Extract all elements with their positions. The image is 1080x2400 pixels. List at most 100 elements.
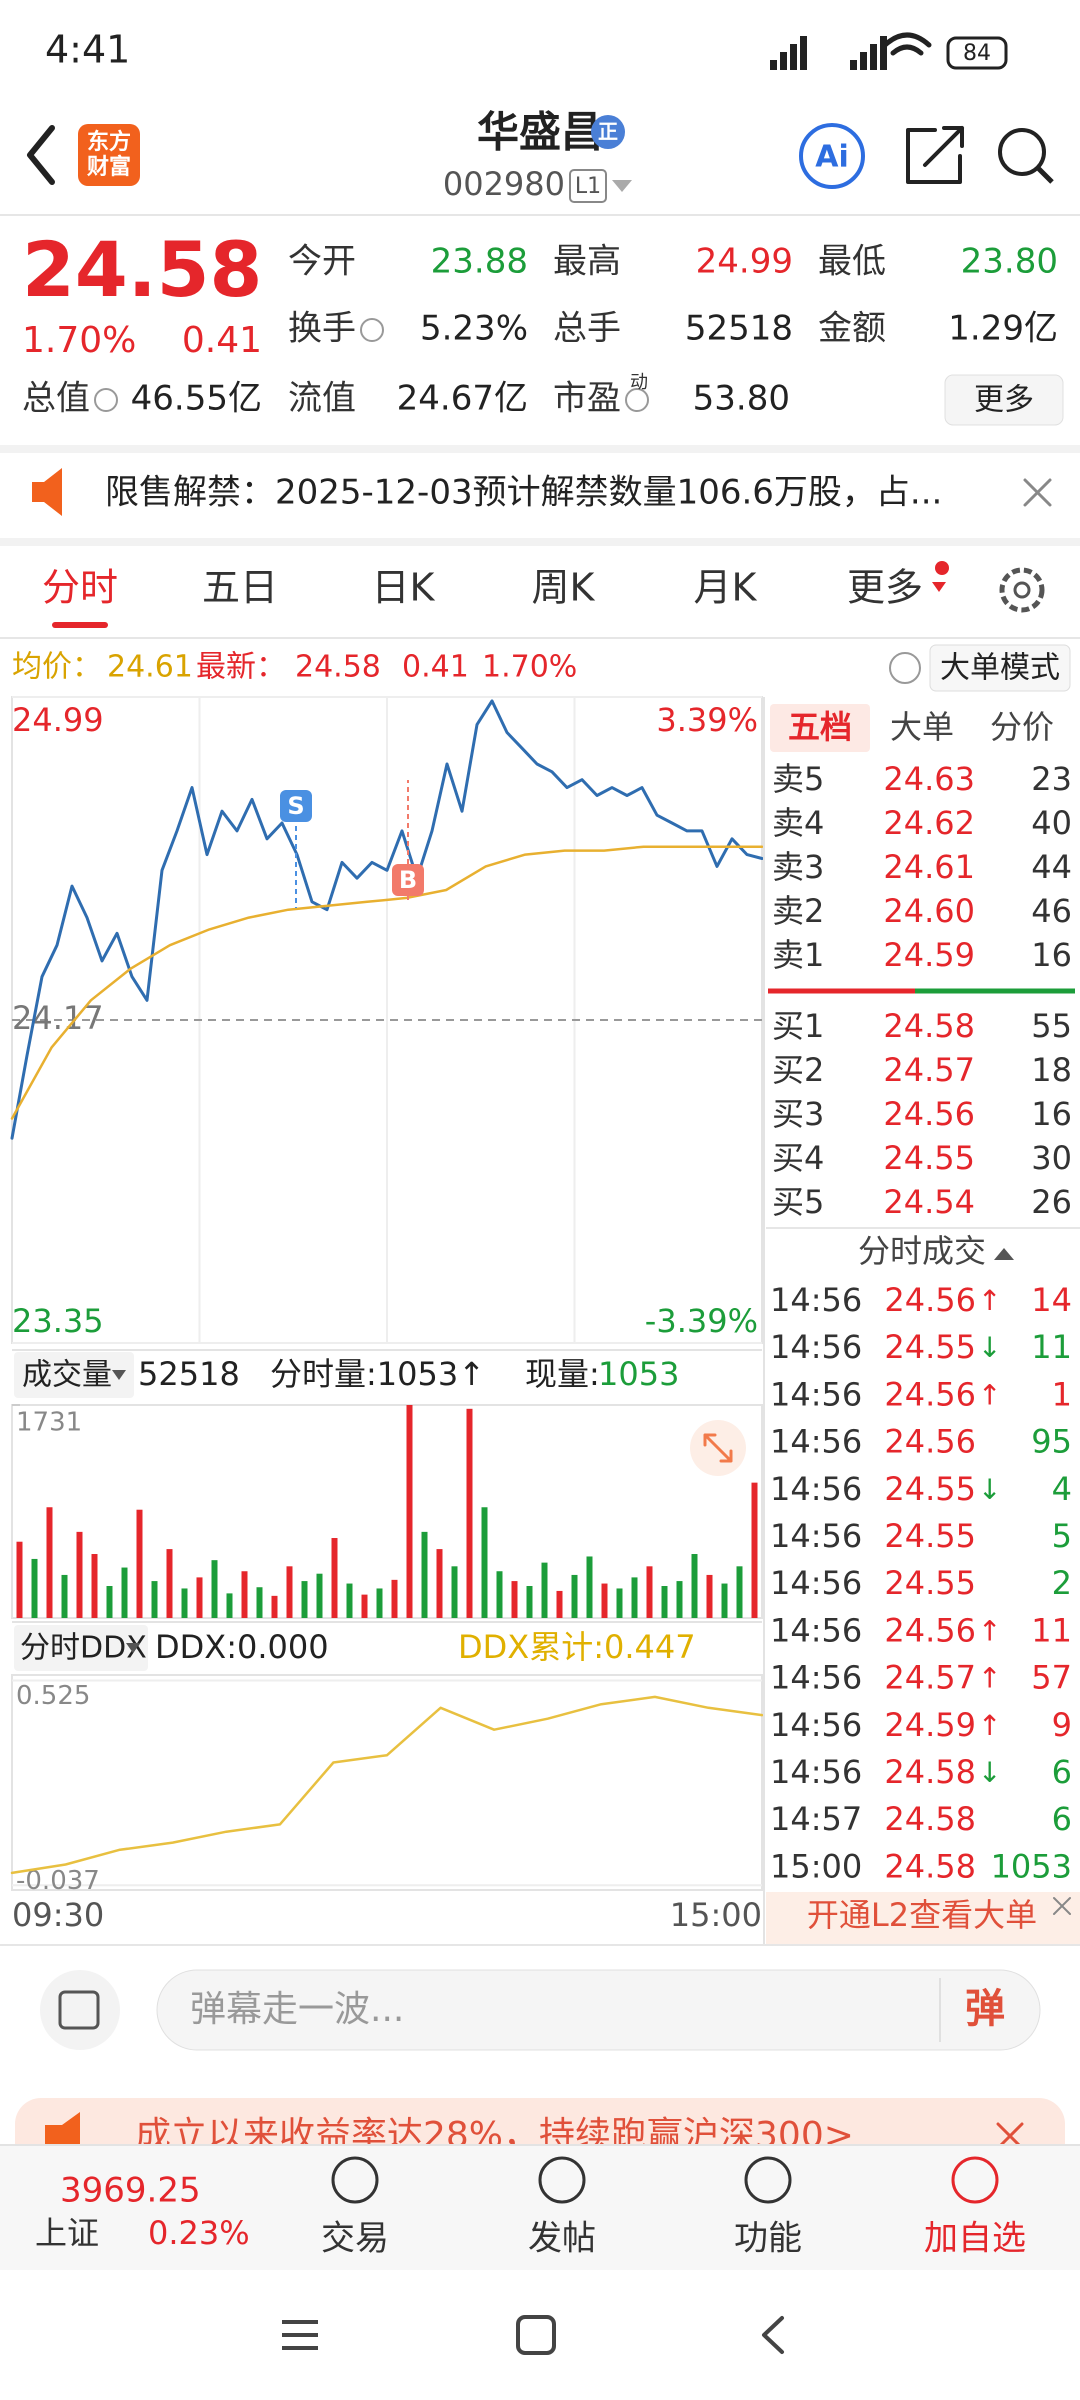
vol-select[interactable] bbox=[14, 1352, 134, 1398]
nav-label[interactable]: 加自选 bbox=[924, 2219, 1026, 2259]
book-label: 买2 bbox=[772, 1051, 824, 1089]
more-button[interactable] bbox=[944, 374, 1064, 426]
signal-bar bbox=[860, 52, 867, 70]
field-value: 52518 bbox=[685, 309, 793, 349]
book-price: 24.63 bbox=[883, 760, 975, 798]
volume-bar bbox=[676, 1581, 683, 1618]
volume-bar bbox=[556, 1590, 563, 1618]
volume-bar bbox=[346, 1583, 353, 1618]
index-pct[interactable]: 0.23% bbox=[148, 2214, 250, 2252]
comment-icon[interactable] bbox=[40, 1970, 120, 2050]
trade-time: 14:56 bbox=[770, 1281, 862, 1319]
tab[interactable]: 月K bbox=[694, 566, 758, 610]
dropdown bbox=[112, 1370, 126, 1380]
tab[interactable]: 分时 bbox=[42, 566, 118, 610]
trade-price: 24.56 bbox=[884, 1611, 976, 1649]
volume-bar bbox=[736, 1566, 743, 1618]
volume-bar bbox=[421, 1531, 428, 1618]
field-label: 最高 bbox=[553, 242, 621, 282]
volume-bar bbox=[496, 1571, 503, 1618]
book-price: 24.59 bbox=[883, 936, 975, 974]
comment-input[interactable] bbox=[156, 1969, 1041, 2051]
volume-bar bbox=[61, 1574, 68, 1618]
volume-bar bbox=[256, 1587, 263, 1618]
field-value: 24.99 bbox=[696, 242, 793, 282]
minute-vol: 分时量:1053↑ bbox=[270, 1355, 485, 1393]
dropdown bbox=[126, 1643, 140, 1653]
stock-name: 华盛昌 bbox=[477, 108, 603, 157]
ddx-select[interactable] bbox=[14, 1625, 148, 1671]
share-button[interactable] bbox=[906, 126, 964, 184]
tab[interactable]: 五日 bbox=[202, 566, 278, 610]
signal-bar bbox=[850, 60, 857, 70]
trades-title: 分时成交 bbox=[858, 1232, 986, 1270]
mode-button[interactable] bbox=[929, 644, 1071, 692]
field-label: 市盈 bbox=[553, 379, 621, 419]
mode-text[interactable]: 大单模式 bbox=[940, 651, 1060, 686]
more-text[interactable]: 更多 bbox=[974, 383, 1034, 418]
ai-button[interactable] bbox=[799, 123, 865, 189]
tab[interactable]: 周K bbox=[532, 566, 596, 610]
cur-vol: 1053 bbox=[598, 1355, 679, 1393]
book-price: 24.54 bbox=[883, 1183, 975, 1221]
trade-price: 24.55 bbox=[884, 1328, 976, 1366]
volume-bar bbox=[46, 1507, 53, 1618]
last-price: 24.58 bbox=[22, 225, 262, 314]
book-label: 卖3 bbox=[772, 848, 824, 886]
trade-time: 15:00 bbox=[770, 1847, 862, 1885]
close-notice[interactable] bbox=[1023, 478, 1052, 507]
trade-vol: 5 bbox=[1052, 1517, 1072, 1555]
book-tab[interactable]: 五档 bbox=[788, 708, 852, 746]
field-label: 换手 bbox=[288, 309, 356, 349]
book-tab[interactable]: 大单 bbox=[890, 708, 954, 746]
y-tick-label: 1731 bbox=[16, 1408, 82, 1438]
book-label: 卖1 bbox=[772, 936, 824, 974]
marker-box bbox=[280, 790, 312, 822]
volume-bar bbox=[616, 1588, 623, 1618]
home-button[interactable] bbox=[516, 2315, 556, 2355]
tab-active bbox=[770, 704, 870, 752]
comment-placeholder[interactable]: 弹幕走一波... bbox=[190, 1989, 404, 2030]
trade-vol: 4 bbox=[1052, 1470, 1072, 1508]
ddx-title[interactable]: 分时DDX bbox=[20, 1631, 147, 1666]
back-nav[interactable] bbox=[762, 2316, 784, 2354]
last-value: 24.58 bbox=[295, 650, 381, 685]
tab[interactable]: 日K bbox=[372, 566, 436, 610]
tab-underline bbox=[52, 622, 108, 628]
field-value: 23.88 bbox=[431, 242, 528, 282]
l2-text[interactable]: 开通L2查看大单 bbox=[807, 1896, 1037, 1934]
settings-core bbox=[1013, 581, 1031, 599]
vol-title[interactable]: 成交量 bbox=[22, 1358, 112, 1393]
index-value[interactable]: 3969.25 bbox=[60, 2171, 201, 2211]
volume-bar bbox=[526, 1586, 533, 1618]
trade-price: 24.59 bbox=[884, 1706, 976, 1744]
danmaku-button[interactable]: 弹 bbox=[965, 1986, 1005, 2032]
book-vol: 40 bbox=[1031, 804, 1072, 842]
trade-time: 14:56 bbox=[770, 1423, 862, 1461]
marker-box bbox=[392, 864, 424, 896]
trade-vol: 1053 bbox=[991, 1847, 1072, 1885]
settings-button[interactable] bbox=[999, 567, 1045, 613]
y-max: 24.99 bbox=[12, 701, 104, 739]
trade-vol: 6 bbox=[1052, 1753, 1072, 1791]
search-button[interactable] bbox=[998, 128, 1046, 176]
book-tab[interactable]: 分价 bbox=[990, 708, 1054, 746]
index-name[interactable]: 上证 bbox=[35, 2214, 99, 2252]
cur-label: 现量: bbox=[525, 1355, 600, 1393]
trade-time: 14:56 bbox=[770, 1564, 862, 1602]
ai-text[interactable]: Ai bbox=[815, 140, 849, 175]
tab[interactable]: 更多 bbox=[847, 566, 923, 610]
nav-label[interactable]: 发帖 bbox=[528, 2219, 596, 2259]
trade-arrow: ↑ bbox=[978, 1709, 1001, 1742]
book-price: 24.58 bbox=[883, 1007, 975, 1045]
trade-price: 24.56 bbox=[884, 1281, 976, 1319]
badge-text: 正 bbox=[598, 120, 618, 144]
l2-box[interactable] bbox=[766, 1892, 1080, 1944]
back-button[interactable] bbox=[27, 125, 55, 185]
signal-bar bbox=[780, 52, 787, 70]
trade-vol: 1 bbox=[1052, 1375, 1072, 1413]
nav-label[interactable]: 交易 bbox=[321, 2219, 389, 2259]
nav-label[interactable]: 功能 bbox=[734, 2219, 802, 2259]
